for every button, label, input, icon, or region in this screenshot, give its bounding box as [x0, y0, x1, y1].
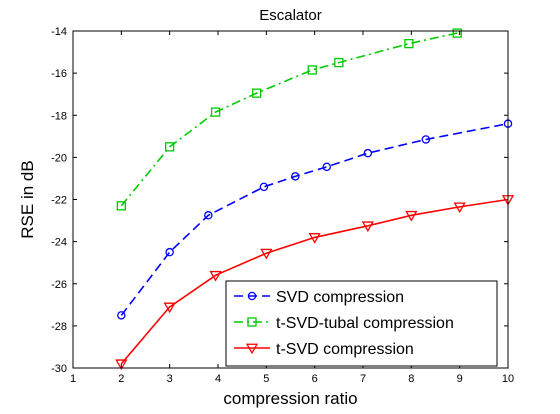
y-tick-label: -20: [51, 152, 67, 164]
x-tick-label: 8: [408, 373, 414, 385]
x-tick-label: 1: [70, 373, 76, 385]
x-tick-label: 4: [215, 373, 221, 385]
x-tick-label: 7: [360, 373, 366, 385]
series-line: [120, 198, 509, 365]
series-line: [120, 122, 509, 316]
data-point: [291, 172, 300, 181]
plot-area-frame: [72, 30, 509, 369]
x-tick-label: 10: [502, 373, 514, 385]
data-point: [307, 65, 317, 75]
data-point: [116, 201, 126, 211]
data-point: [259, 182, 269, 192]
y-tick-label: -16: [51, 68, 67, 80]
y-tick-label: -22: [51, 195, 67, 207]
x-tick-label: 9: [457, 373, 463, 385]
data-point: [404, 38, 414, 49]
data-point: [405, 210, 418, 222]
y-axis-ticks: -30 -28 -26 -24 -22 -20 -18 -16 -14: [51, 26, 508, 375]
y-tick-label: -28: [51, 321, 67, 333]
legend: SVD compression t-SVD-tubal compression t-…: [225, 280, 498, 367]
legend-marker: [245, 343, 259, 355]
x-tick-label: 5: [263, 373, 269, 385]
legend-marker: [247, 291, 257, 301]
chart-title: Escalator: [259, 7, 322, 24]
legend-entry-label: t-SVD-tubal compression: [276, 315, 454, 332]
data-point: [210, 107, 221, 117]
data-point: [115, 359, 128, 371]
series-line: [120, 32, 458, 207]
legend-entry-label: t-SVD compression: [276, 341, 414, 358]
x-axis-label: compression ratio: [223, 389, 357, 408]
x-tick-label: 3: [167, 373, 173, 385]
data-point: [163, 302, 176, 314]
series-1: [116, 28, 462, 211]
legend-marker: [247, 317, 257, 327]
data-point: [421, 135, 431, 144]
x-tick-label: 2: [118, 373, 124, 385]
data-point: [361, 221, 374, 233]
legend-box: [225, 280, 498, 367]
series-2: [115, 195, 515, 371]
data-point: [165, 247, 174, 257]
data-point: [260, 248, 273, 260]
data-point: [334, 57, 344, 68]
data-point: [452, 28, 462, 38]
data-point: [453, 202, 466, 214]
y-tick-label: -24: [51, 237, 67, 249]
data-point: [322, 162, 331, 172]
data-point: [204, 211, 213, 220]
y-tick-label: -14: [51, 26, 67, 38]
data-point: [252, 88, 262, 98]
data-point: [363, 148, 373, 158]
data-point: [209, 270, 222, 282]
legend-entry-label: SVD compression: [276, 289, 404, 306]
series-layer: [115, 28, 515, 371]
y-tick-label: -26: [51, 279, 67, 291]
y-axis-label: RSE in dB: [18, 160, 37, 238]
data-point: [165, 142, 175, 152]
x-tick-label: 6: [312, 373, 318, 385]
y-tick-label: -18: [51, 110, 67, 122]
data-point: [117, 311, 126, 320]
y-tick-label: -30: [51, 363, 67, 375]
data-point: [308, 233, 321, 244]
